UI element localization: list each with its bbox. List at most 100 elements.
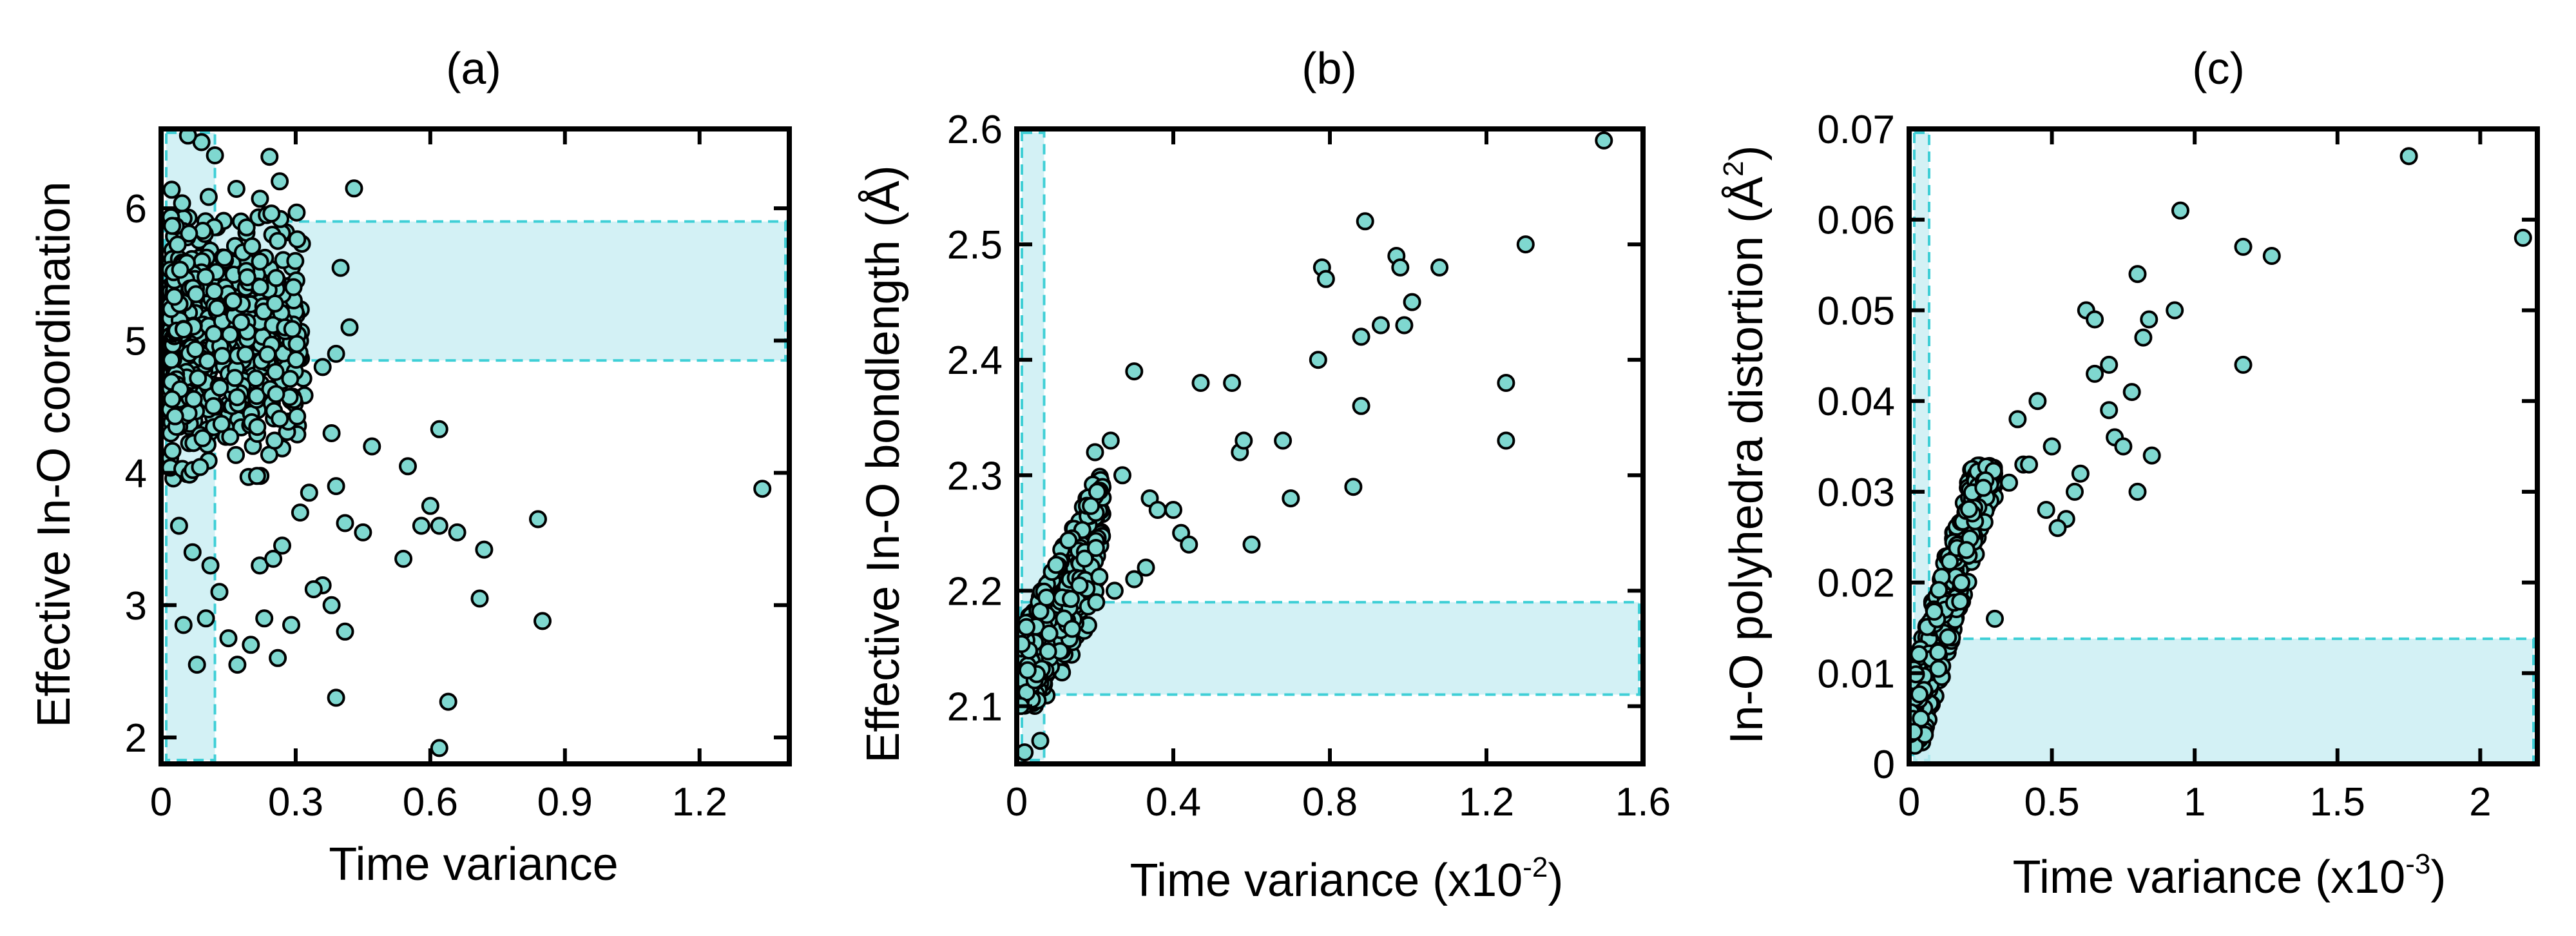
- cluster-point: [247, 467, 266, 485]
- cluster-point: [1059, 531, 1078, 550]
- cluster-point: [1063, 619, 1081, 638]
- data-point: [430, 420, 448, 438]
- data-point: [269, 648, 287, 667]
- data-point: [327, 477, 345, 496]
- cluster-point: [1909, 723, 1923, 741]
- cluster-point: [283, 320, 302, 338]
- panel-c-ylabel-suffix: ): [1721, 146, 1773, 161]
- data-point: [2086, 310, 2104, 329]
- data-point: [1516, 235, 1535, 254]
- cluster-point: [232, 313, 251, 331]
- cluster-point: [173, 194, 191, 213]
- x-tick-label: 0: [1006, 780, 1028, 824]
- data-point: [219, 629, 238, 648]
- data-point: [533, 612, 552, 630]
- cluster-point: [199, 188, 218, 206]
- data-point: [2000, 473, 2019, 492]
- data-point: [1125, 362, 1144, 381]
- data-point: [1282, 489, 1300, 508]
- y-tick-label: 2.1: [947, 685, 1003, 729]
- cluster-point: [166, 407, 184, 425]
- data-point: [228, 656, 247, 674]
- cluster-point: [204, 397, 223, 415]
- data-point: [2234, 355, 2253, 374]
- data-point: [1191, 374, 1210, 392]
- cluster-point: [287, 335, 306, 353]
- panel-b-ylabel: Effective In-O bondlength (Å): [858, 165, 909, 763]
- cluster-point: [189, 369, 207, 387]
- cluster-point: [1952, 573, 1971, 592]
- cluster-point: [1951, 592, 1970, 611]
- x-tick-label: 0.9: [537, 780, 593, 824]
- cluster-point: [1910, 645, 1928, 663]
- cluster-point: [260, 148, 279, 166]
- data-point: [2514, 228, 2532, 247]
- data-point: [1352, 327, 1370, 346]
- data-point: [1497, 374, 1515, 392]
- panel-b-plot-area: [1017, 131, 1640, 762]
- data-point: [1372, 316, 1390, 335]
- data-point: [399, 457, 417, 476]
- data-point: [2100, 401, 2119, 420]
- data-point: [1180, 535, 1198, 554]
- panel-c-title: (c): [2192, 43, 2245, 93]
- cluster-point: [287, 203, 306, 222]
- data-point: [2008, 410, 2027, 429]
- panel-b-xlabel-suffix: ): [1548, 855, 1563, 906]
- data-point: [2037, 501, 2055, 519]
- cluster-point: [193, 429, 212, 447]
- panel-c-plot-area: [1909, 132, 2535, 764]
- data-point: [2234, 237, 2253, 256]
- cluster-point: [1070, 576, 1089, 595]
- cluster-point: [237, 218, 256, 237]
- data-point: [2142, 446, 2161, 465]
- panel-b-xlabel: Time variance (x10-2): [1130, 852, 1564, 906]
- cluster-point: [269, 231, 287, 250]
- y-tick-label: 0: [1873, 743, 1895, 787]
- data-point: [327, 688, 345, 707]
- data-point: [169, 516, 188, 535]
- cluster-point: [1047, 556, 1066, 574]
- y-tick-label: 0.03: [1817, 471, 1895, 515]
- data-point: [1497, 431, 1515, 450]
- cluster-point: [248, 418, 267, 436]
- data-point: [2134, 328, 2153, 347]
- data-point: [439, 692, 457, 711]
- cluster-point: [288, 407, 307, 425]
- cluster-point: [1974, 478, 1993, 497]
- cluster-point: [1929, 659, 1948, 678]
- panel-c-xlabel-exponent: -3: [2405, 848, 2430, 880]
- panel-c-ylabel: In-O polyhedra distortion (Å2): [1718, 146, 1773, 745]
- cluster-point: [1037, 589, 1056, 607]
- cluster-point: [262, 204, 281, 223]
- panel-c: (c) Time variance (x10-3) In-O polyhedra…: [1718, 43, 2540, 903]
- data-point: [300, 483, 318, 502]
- data-point: [1403, 293, 1421, 311]
- cluster-point: [228, 388, 247, 407]
- data-point: [394, 549, 413, 568]
- data-point: [363, 437, 381, 456]
- data-point: [206, 146, 224, 164]
- data-point: [2028, 392, 2047, 411]
- data-point: [2048, 519, 2067, 538]
- y-tick-label: 0.04: [1817, 380, 1895, 424]
- data-point: [1395, 316, 1414, 335]
- data-point: [1164, 501, 1182, 519]
- panel-a-ylabel: Effective In-O coordination: [28, 181, 80, 727]
- cluster-point: [281, 369, 300, 388]
- cluster-point: [165, 288, 184, 306]
- cluster-point: [187, 285, 206, 304]
- panel-b-xlabel-main: Time variance (x10: [1130, 855, 1523, 906]
- cluster-point: [224, 292, 242, 310]
- cluster-point: [163, 217, 182, 235]
- cluster-point: [267, 385, 285, 404]
- data-point: [2100, 355, 2119, 374]
- data-point: [201, 556, 220, 575]
- cluster-point: [271, 409, 289, 428]
- data-point: [1148, 501, 1167, 519]
- cluster-point: [168, 235, 187, 254]
- y-tick-label: 0.06: [1817, 199, 1895, 243]
- data-point: [304, 580, 323, 599]
- cluster-point: [197, 268, 215, 286]
